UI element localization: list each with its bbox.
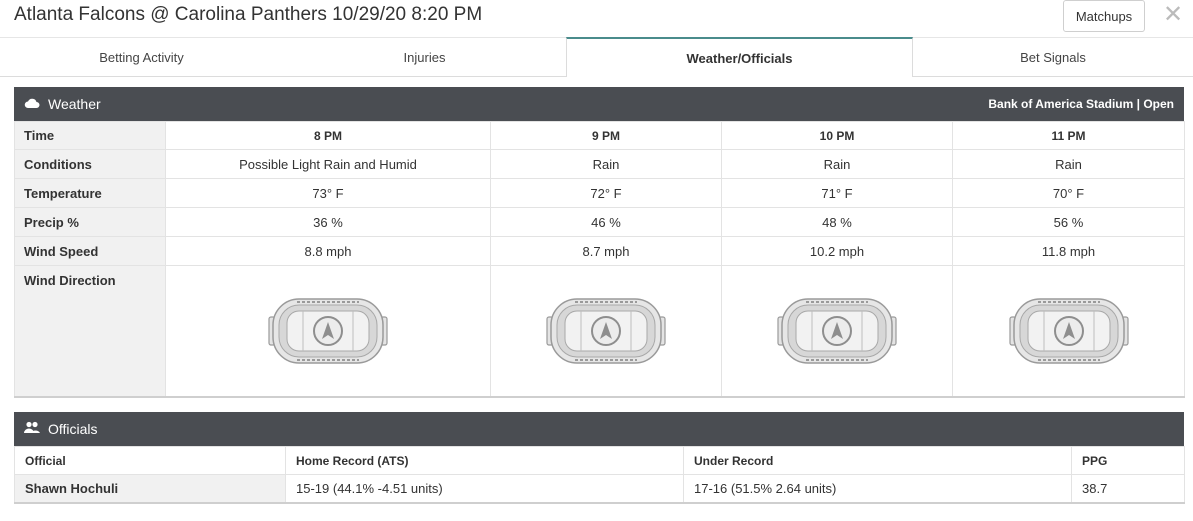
row-label-precip: Precip % xyxy=(14,207,166,237)
temperature-cell: 71° F xyxy=(721,178,953,208)
wind-direction-cell xyxy=(721,265,953,397)
under-record-cell: 17-16 (51.5% 2.64 units) xyxy=(683,474,1072,503)
table-row: Precip % 36 % 46 % 48 % 56 % xyxy=(14,207,1185,237)
table-row: Temperature 73° F 72° F 71° F 70° F xyxy=(14,178,1185,208)
ppg-cell: 38.7 xyxy=(1071,474,1185,503)
precip-cell: 56 % xyxy=(952,207,1185,237)
table-row: Time 8 PM 9 PM 10 PM 11 PM xyxy=(14,121,1185,150)
table-row: Wind Speed 8.8 mph 8.7 mph 10.2 mph 11.8… xyxy=(14,236,1185,266)
wind-speed-cell: 8.8 mph xyxy=(165,236,491,266)
temperature-cell: 73° F xyxy=(165,178,491,208)
row-label-wind-direction: Wind Direction xyxy=(14,265,166,397)
wind-direction-cell xyxy=(952,265,1185,397)
official-name: Shawn Hochuli xyxy=(14,474,286,503)
hour-header: 11 PM xyxy=(952,121,1185,150)
page-title: Atlanta Falcons @ Carolina Panthers 10/2… xyxy=(14,4,483,25)
hour-header: 10 PM xyxy=(721,121,953,150)
row-label-time: Time xyxy=(14,121,166,150)
table-row: Conditions Possible Light Rain and Humid… xyxy=(14,149,1185,179)
wind-direction-cell xyxy=(165,265,491,397)
officials-title: Officials xyxy=(48,421,98,437)
matchups-button[interactable]: Matchups xyxy=(1063,0,1145,32)
precip-cell: 36 % xyxy=(165,207,491,237)
cloud-icon xyxy=(24,96,40,112)
column-header: Official xyxy=(14,446,286,475)
weather-title: Weather xyxy=(48,96,101,112)
home-record-cell: 15-19 (44.1% -4.51 units) xyxy=(285,474,684,503)
stadium-wind-icon xyxy=(1008,298,1130,364)
stadium-wind-icon xyxy=(267,298,389,364)
close-icon[interactable]: ✕ xyxy=(1163,1,1184,28)
precip-cell: 48 % xyxy=(721,207,953,237)
conditions-cell: Rain xyxy=(490,149,722,179)
tab-bet-signals[interactable]: Bet Signals xyxy=(1020,50,1086,65)
table-header-row: Official Home Record (ATS) Under Record … xyxy=(14,446,1185,475)
wind-speed-cell: 8.7 mph xyxy=(490,236,722,266)
row-label-temperature: Temperature xyxy=(14,178,166,208)
table-row: Wind Direction xyxy=(14,265,1185,397)
row-label-conditions: Conditions xyxy=(14,149,166,179)
hour-header: 9 PM xyxy=(490,121,722,150)
table-row: Shawn Hochuli 15-19 (44.1% -4.51 units) … xyxy=(14,474,1185,503)
column-header: Under Record xyxy=(683,446,1072,475)
weather-table: Time 8 PM 9 PM 10 PM 11 PM Conditions Po… xyxy=(14,121,1185,398)
precip-cell: 46 % xyxy=(490,207,722,237)
column-header: Home Record (ATS) xyxy=(285,446,684,475)
stadium-wind-icon xyxy=(545,298,667,364)
tab-bar: Betting Activity Injuries Weather/Offici… xyxy=(0,37,1193,77)
wind-speed-cell: 10.2 mph xyxy=(721,236,953,266)
wind-direction-cell xyxy=(490,265,722,397)
wind-speed-cell: 11.8 mph xyxy=(952,236,1185,266)
tab-betting-activity[interactable]: Betting Activity xyxy=(99,50,184,65)
tab-injuries[interactable]: Injuries xyxy=(403,50,446,65)
conditions-cell: Possible Light Rain and Humid xyxy=(165,149,491,179)
temperature-cell: 70° F xyxy=(952,178,1185,208)
stadium-wind-icon xyxy=(776,298,898,364)
officials-panel-header: Officials xyxy=(14,412,1184,446)
tab-weather-officials[interactable]: Weather/Officials xyxy=(566,37,913,77)
row-label-wind-speed: Wind Speed xyxy=(14,236,166,266)
hour-header: 8 PM xyxy=(165,121,491,150)
conditions-cell: Rain xyxy=(721,149,953,179)
temperature-cell: 72° F xyxy=(490,178,722,208)
weather-panel-header: Weather Bank of America Stadium | Open xyxy=(14,87,1184,121)
stadium-label: Bank of America Stadium | Open xyxy=(988,97,1174,111)
conditions-cell: Rain xyxy=(952,149,1185,179)
officials-table: Official Home Record (ATS) Under Record … xyxy=(14,446,1185,504)
users-icon xyxy=(24,421,40,437)
column-header: PPG xyxy=(1071,446,1185,475)
